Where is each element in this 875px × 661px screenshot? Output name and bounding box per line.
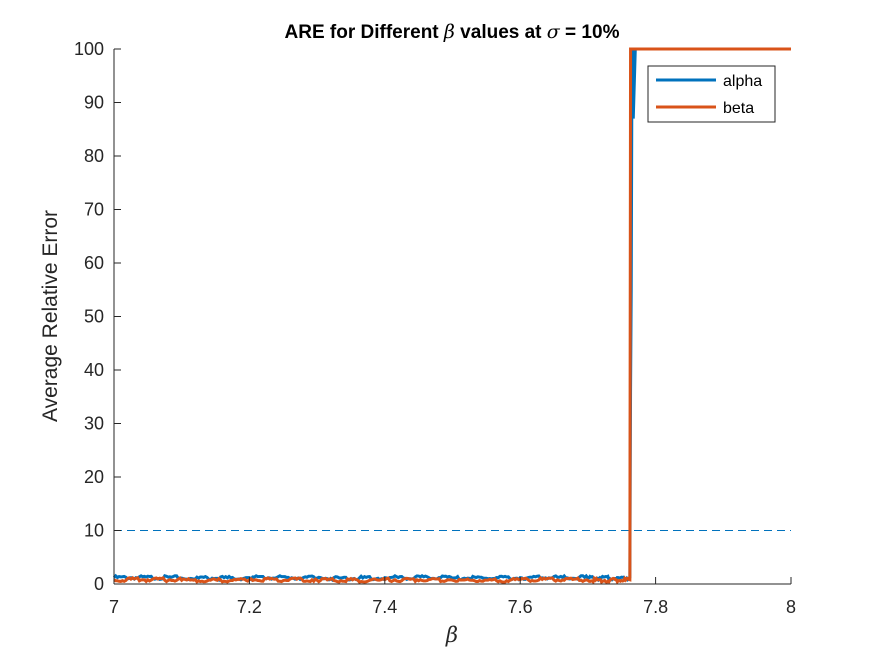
y-tick-label: 60 (84, 253, 104, 273)
title-part-1: β (443, 21, 455, 43)
y-axis-label: Average Relative Error (39, 210, 62, 422)
chart-title: ARE for Different β values at σ = 10% (285, 21, 620, 43)
series-line-beta (113, 47, 791, 585)
legend-box (647, 65, 776, 123)
x-axis-label: β (445, 623, 458, 647)
y-tick-label: 80 (84, 146, 104, 166)
x-tick-label: 7.8 (643, 597, 668, 617)
y-tick-label: 50 (84, 307, 104, 327)
y-tick-label: 70 (84, 200, 104, 220)
y-tick-label: 30 (84, 414, 104, 434)
x-tick-label: 7.6 (508, 597, 533, 617)
legend-label-beta: beta (723, 100, 754, 117)
y-tick-label: 40 (84, 360, 104, 380)
title-part-0: ARE for Different (285, 22, 444, 43)
y-tick-label: 0 (94, 574, 104, 594)
title-part-3: σ (547, 21, 561, 43)
legend: alpha beta (647, 65, 776, 123)
x-tick-label: 7 (109, 597, 119, 617)
y-tick-label: 20 (84, 467, 104, 487)
x-tick-label: 7.4 (372, 597, 397, 617)
plot-background (114, 49, 791, 584)
x-tick-label: 8 (786, 597, 796, 617)
y-tick-label: 90 (84, 93, 104, 113)
title-part-4: = 10% (560, 22, 620, 43)
y-tick-label: 100 (74, 39, 104, 59)
legend-label-alpha: alpha (723, 73, 762, 90)
title-part-2: values at (455, 22, 547, 43)
series-layer (112, 47, 791, 585)
x-tick-label: 7.2 (237, 597, 262, 617)
y-tick-label: 10 (84, 521, 104, 541)
